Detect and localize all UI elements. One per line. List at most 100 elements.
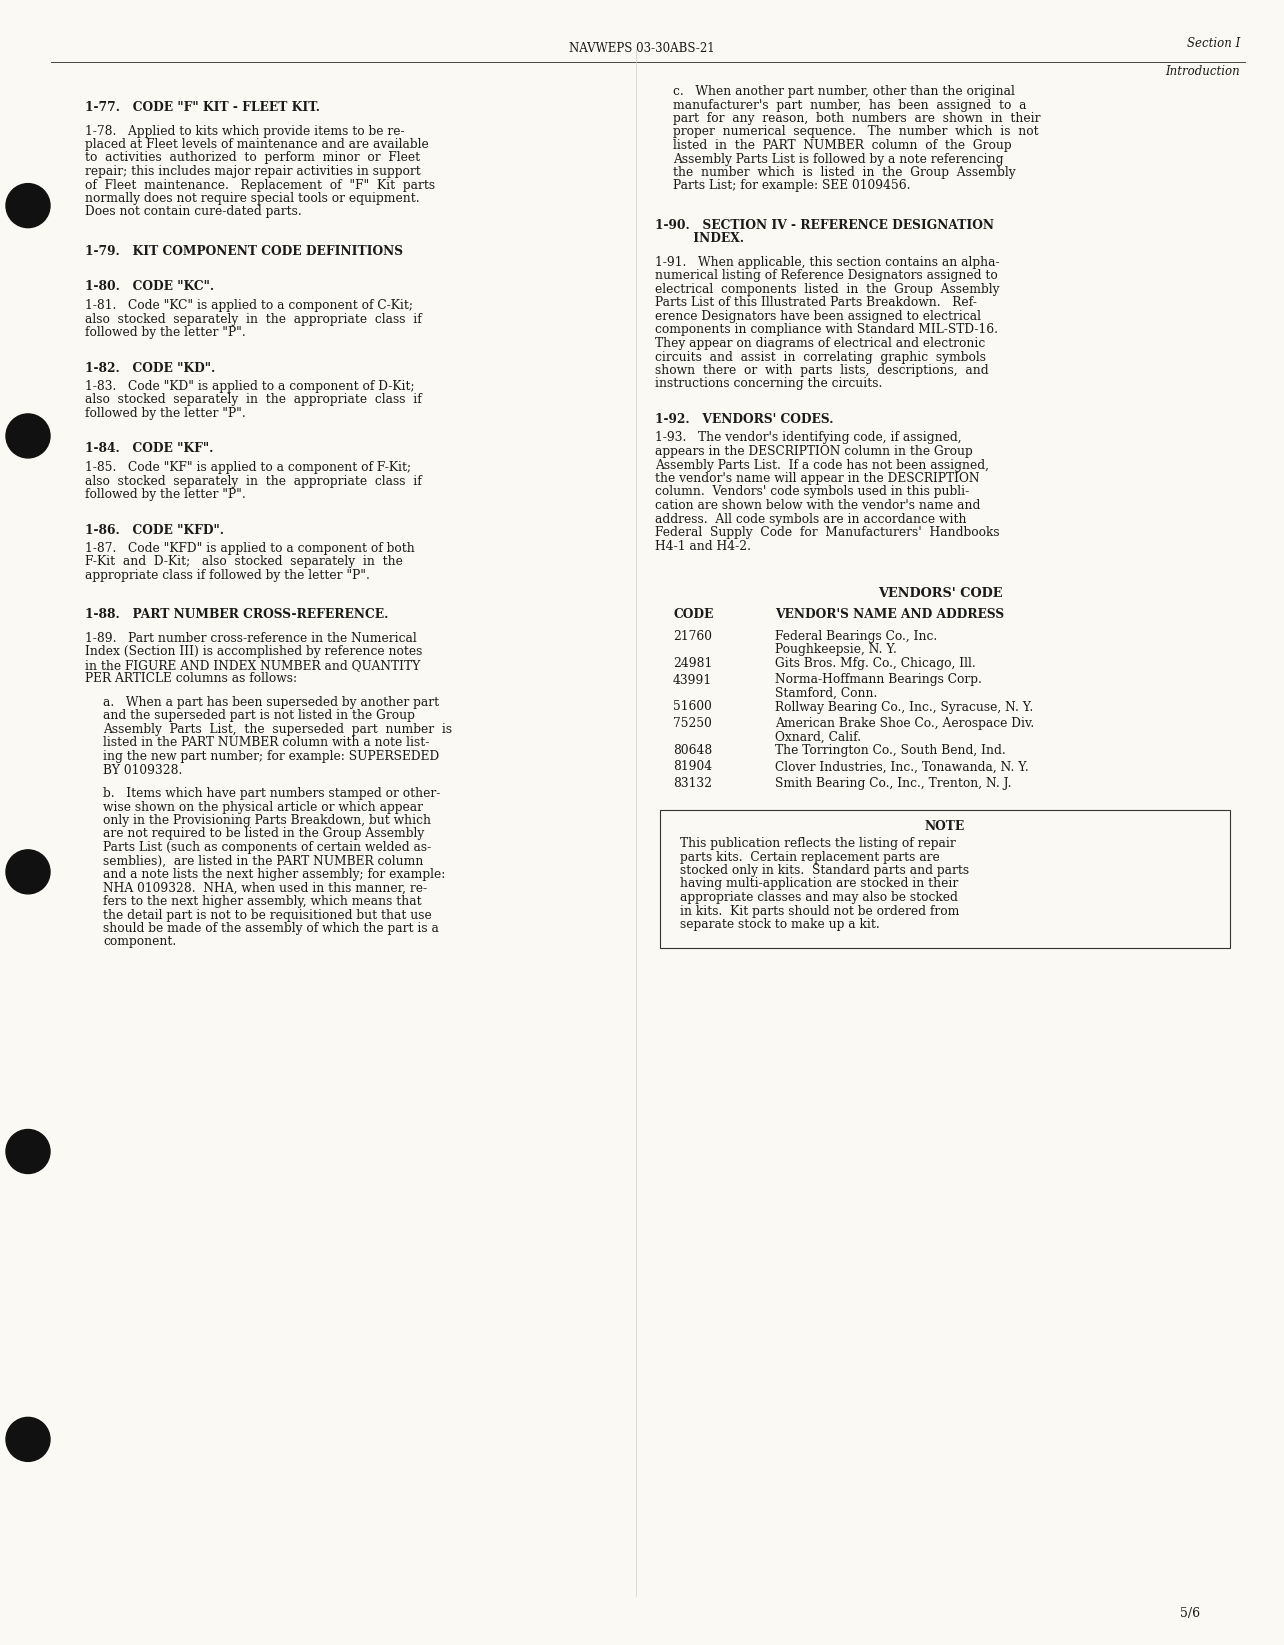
Text: American Brake Shoe Co., Aerospace Div.: American Brake Shoe Co., Aerospace Div. bbox=[776, 717, 1034, 730]
Text: in kits.  Kit parts should not be ordered from: in kits. Kit parts should not be ordered… bbox=[681, 905, 959, 918]
Text: H4-1 and H4-2.: H4-1 and H4-2. bbox=[655, 540, 751, 553]
Circle shape bbox=[6, 850, 50, 893]
Text: Federal Bearings Co., Inc.: Federal Bearings Co., Inc. bbox=[776, 630, 937, 643]
Text: repair; this includes major repair activities in support: repair; this includes major repair activ… bbox=[85, 164, 421, 178]
Text: in the FIGURE AND INDEX NUMBER and QUANTITY: in the FIGURE AND INDEX NUMBER and QUANT… bbox=[85, 660, 420, 673]
Text: NAVWEPS 03-30ABS-21: NAVWEPS 03-30ABS-21 bbox=[569, 43, 715, 54]
Text: 1-86.   CODE "KFD".: 1-86. CODE "KFD". bbox=[85, 523, 223, 536]
Text: Federal  Supply  Code  for  Manufacturers'  Handbooks: Federal Supply Code for Manufacturers' H… bbox=[655, 526, 1000, 540]
Text: 1-90.   SECTION IV - REFERENCE DESIGNATION: 1-90. SECTION IV - REFERENCE DESIGNATION bbox=[655, 219, 994, 232]
Text: BY 0109328.: BY 0109328. bbox=[103, 763, 182, 776]
Text: Parts List (such as components of certain welded as-: Parts List (such as components of certai… bbox=[103, 841, 431, 854]
Text: followed by the letter "P".: followed by the letter "P". bbox=[85, 489, 245, 502]
Text: F-Kit  and  D-Kit;   also  stocked  separately  in  the: F-Kit and D-Kit; also stocked separately… bbox=[85, 556, 403, 569]
Text: 81904: 81904 bbox=[673, 760, 713, 773]
Text: followed by the letter "P".: followed by the letter "P". bbox=[85, 406, 245, 419]
Text: followed by the letter "P".: followed by the letter "P". bbox=[85, 326, 245, 339]
Text: Section I: Section I bbox=[1186, 36, 1240, 49]
Text: Poughkeepsie, N. Y.: Poughkeepsie, N. Y. bbox=[776, 643, 898, 656]
Text: 1-91.   When applicable, this section contains an alpha-: 1-91. When applicable, this section cont… bbox=[655, 257, 1000, 270]
Text: The Torrington Co., South Bend, Ind.: The Torrington Co., South Bend, Ind. bbox=[776, 744, 1005, 757]
Text: wise shown on the physical article or which appear: wise shown on the physical article or wh… bbox=[103, 801, 422, 814]
Text: electrical  components  listed  in  the  Group  Assembly: electrical components listed in the Grou… bbox=[655, 283, 999, 296]
Text: 1-88.   PART NUMBER CROSS-REFERENCE.: 1-88. PART NUMBER CROSS-REFERENCE. bbox=[85, 609, 388, 622]
Text: Norma-Hoffmann Bearings Corp.: Norma-Hoffmann Bearings Corp. bbox=[776, 673, 982, 686]
Text: normally does not require special tools or equipment.: normally does not require special tools … bbox=[85, 192, 420, 206]
Text: 75250: 75250 bbox=[673, 717, 711, 730]
Text: listed in the PART NUMBER column with a note list-: listed in the PART NUMBER column with a … bbox=[103, 737, 429, 750]
Text: Parts List of this Illustrated Parts Breakdown.   Ref-: Parts List of this Illustrated Parts Bre… bbox=[655, 296, 977, 309]
Text: manufacturer's  part  number,  has  been  assigned  to  a: manufacturer's part number, has been ass… bbox=[673, 99, 1026, 112]
Text: component.: component. bbox=[103, 936, 176, 949]
Text: c.   When another part number, other than the original: c. When another part number, other than … bbox=[673, 86, 1014, 99]
Bar bbox=[660, 809, 1230, 948]
Text: fers to the next higher assembly, which means that: fers to the next higher assembly, which … bbox=[103, 895, 421, 908]
Text: PER ARTICLE columns as follows:: PER ARTICLE columns as follows: bbox=[85, 673, 297, 686]
Text: Index (Section III) is accomplished by reference notes: Index (Section III) is accomplished by r… bbox=[85, 645, 422, 658]
Text: 51600: 51600 bbox=[673, 701, 711, 714]
Text: 1-78.   Applied to kits which provide items to be re-: 1-78. Applied to kits which provide item… bbox=[85, 125, 404, 138]
Text: listed  in  the  PART  NUMBER  column  of  the  Group: listed in the PART NUMBER column of the … bbox=[673, 138, 1012, 151]
Text: Rollway Bearing Co., Inc., Syracuse, N. Y.: Rollway Bearing Co., Inc., Syracuse, N. … bbox=[776, 701, 1034, 714]
Text: and a note lists the next higher assembly; for example:: and a note lists the next higher assembl… bbox=[103, 869, 446, 882]
Text: the vendor's name will appear in the DESCRIPTION: the vendor's name will appear in the DES… bbox=[655, 472, 980, 485]
Text: b.   Items which have part numbers stamped or other-: b. Items which have part numbers stamped… bbox=[103, 786, 440, 799]
Text: to  activities  authorized  to  perform  minor  or  Fleet: to activities authorized to perform mino… bbox=[85, 151, 420, 164]
Text: Parts List; for example: SEE 0109456.: Parts List; for example: SEE 0109456. bbox=[673, 179, 910, 192]
Circle shape bbox=[6, 1130, 50, 1173]
Text: 1-80.   CODE "KC".: 1-80. CODE "KC". bbox=[85, 281, 214, 293]
Text: 1-81.   Code "KC" is applied to a component of C-Kit;: 1-81. Code "KC" is applied to a componen… bbox=[85, 299, 413, 313]
Text: shown  there  or  with  parts  lists,  descriptions,  and: shown there or with parts lists, descrip… bbox=[655, 364, 989, 377]
Text: also  stocked  separately  in  the  appropriate  class  if: also stocked separately in the appropria… bbox=[85, 474, 421, 487]
Text: 1-83.   Code "KD" is applied to a component of D-Kit;: 1-83. Code "KD" is applied to a componen… bbox=[85, 380, 415, 393]
Text: INDEX.: INDEX. bbox=[655, 232, 743, 245]
Text: VENDORS' CODE: VENDORS' CODE bbox=[878, 587, 1003, 600]
Circle shape bbox=[6, 184, 50, 227]
Text: part  for  any  reason,  both  numbers  are  shown  in  their: part for any reason, both numbers are sh… bbox=[673, 112, 1040, 125]
Text: Introduction: Introduction bbox=[1166, 66, 1240, 77]
Text: cation are shown below with the vendor's name and: cation are shown below with the vendor's… bbox=[655, 498, 981, 512]
Text: proper  numerical  sequence.   The  number  which  is  not: proper numerical sequence. The number wh… bbox=[673, 125, 1039, 138]
Text: Clover Industries, Inc., Tonawanda, N. Y.: Clover Industries, Inc., Tonawanda, N. Y… bbox=[776, 760, 1028, 773]
Text: Does not contain cure-dated parts.: Does not contain cure-dated parts. bbox=[85, 206, 302, 219]
Text: VENDOR'S NAME AND ADDRESS: VENDOR'S NAME AND ADDRESS bbox=[776, 609, 1004, 622]
Text: 1-93.   The vendor's identifying code, if assigned,: 1-93. The vendor's identifying code, if … bbox=[655, 431, 962, 444]
Text: placed at Fleet levels of maintenance and are available: placed at Fleet levels of maintenance an… bbox=[85, 138, 429, 151]
Text: 1-84.   CODE "KF".: 1-84. CODE "KF". bbox=[85, 443, 213, 456]
Text: 1-89.   Part number cross-reference in the Numerical: 1-89. Part number cross-reference in the… bbox=[85, 632, 417, 645]
Text: also  stocked  separately  in  the  appropriate  class  if: also stocked separately in the appropria… bbox=[85, 313, 421, 326]
Text: 24981: 24981 bbox=[673, 656, 713, 670]
Circle shape bbox=[6, 1418, 50, 1461]
Text: 1-85.   Code "KF" is applied to a component of F-Kit;: 1-85. Code "KF" is applied to a componen… bbox=[85, 461, 411, 474]
Text: 1-92.   VENDORS' CODES.: 1-92. VENDORS' CODES. bbox=[655, 413, 833, 426]
Text: Stamford, Conn.: Stamford, Conn. bbox=[776, 688, 877, 701]
Text: Smith Bearing Co., Inc., Trenton, N. J.: Smith Bearing Co., Inc., Trenton, N. J. bbox=[776, 776, 1012, 790]
Text: appropriate class if followed by the letter "P".: appropriate class if followed by the let… bbox=[85, 569, 370, 582]
Text: numerical listing of Reference Designators assigned to: numerical listing of Reference Designato… bbox=[655, 270, 998, 283]
Text: 43991: 43991 bbox=[673, 673, 713, 686]
Text: Assembly Parts List.  If a code has not been assigned,: Assembly Parts List. If a code has not b… bbox=[655, 459, 989, 472]
Text: 21760: 21760 bbox=[673, 630, 713, 643]
Text: components in compliance with Standard MIL-STD-16.: components in compliance with Standard M… bbox=[655, 324, 998, 337]
Text: address.  All code symbols are in accordance with: address. All code symbols are in accorda… bbox=[655, 513, 967, 525]
Text: erence Designators have been assigned to electrical: erence Designators have been assigned to… bbox=[655, 309, 981, 322]
Text: CODE: CODE bbox=[673, 609, 714, 622]
Text: 1-87.   Code "KFD" is applied to a component of both: 1-87. Code "KFD" is applied to a compone… bbox=[85, 541, 415, 554]
Text: a.   When a part has been superseded by another part: a. When a part has been superseded by an… bbox=[103, 696, 439, 709]
Text: 83132: 83132 bbox=[673, 776, 713, 790]
Text: stocked only in kits.  Standard parts and parts: stocked only in kits. Standard parts and… bbox=[681, 864, 969, 877]
Text: circuits  and  assist  in  correlating  graphic  symbols: circuits and assist in correlating graph… bbox=[655, 350, 986, 364]
Text: the  number  which  is  listed  in  the  Group  Assembly: the number which is listed in the Group … bbox=[673, 166, 1016, 179]
Text: appropriate classes and may also be stocked: appropriate classes and may also be stoc… bbox=[681, 892, 958, 905]
Text: NHA 0109328.  NHA, when used in this manner, re-: NHA 0109328. NHA, when used in this mann… bbox=[103, 882, 428, 895]
Text: Oxnard, Calif.: Oxnard, Calif. bbox=[776, 730, 862, 744]
Text: and the superseded part is not listed in the Group: and the superseded part is not listed in… bbox=[103, 709, 415, 722]
Text: of  Fleet  maintenance.   Replacement  of  "F"  Kit  parts: of Fleet maintenance. Replacement of "F"… bbox=[85, 179, 435, 191]
Text: Gits Bros. Mfg. Co., Chicago, Ill.: Gits Bros. Mfg. Co., Chicago, Ill. bbox=[776, 656, 976, 670]
Text: should be made of the assembly of which the part is a: should be made of the assembly of which … bbox=[103, 921, 439, 934]
Text: having multi-application are stocked in their: having multi-application are stocked in … bbox=[681, 877, 958, 890]
Text: parts kits.  Certain replacement parts are: parts kits. Certain replacement parts ar… bbox=[681, 850, 940, 864]
Circle shape bbox=[6, 415, 50, 457]
Text: 1-77.   CODE "F" KIT - FLEET KIT.: 1-77. CODE "F" KIT - FLEET KIT. bbox=[85, 100, 320, 114]
Text: Assembly Parts List is followed by a note referencing: Assembly Parts List is followed by a not… bbox=[673, 153, 1004, 166]
